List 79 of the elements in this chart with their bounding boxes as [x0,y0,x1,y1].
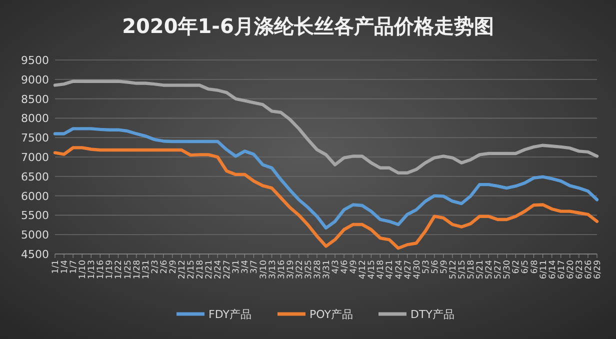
x-tick-label: 5/24 [484,260,495,280]
x-tick-label: 6/23 [574,260,585,280]
x-tick-label: 5/30 [502,260,513,280]
x-tick-label: 3/31 [322,260,332,280]
x-tick-label: 5/21 [476,260,486,280]
x-tick-label: 3/28 [312,260,323,280]
x-tick-label: 2/6 [159,260,170,274]
x-tick-label: 4/12 [358,260,368,280]
x-tick-label: 5/6 [430,260,440,274]
y-tick-label: 9000 [21,73,49,86]
y-tick-label: 7500 [21,132,49,145]
y-tick-label: 8500 [21,92,49,106]
x-tick-label: 6/17 [556,260,567,280]
x-tick-label: 2/9 [168,260,178,274]
legend-label: POY产品 [310,308,353,321]
y-tick-label: 5500 [21,209,49,222]
x-tick-label: 1/16 [96,260,106,280]
y-tick-label: 8000 [21,112,49,126]
x-tick-label: 3/22 [294,260,305,280]
x-tick-label: 6/8 [530,260,540,274]
x-tick-label: 4/15 [367,260,378,280]
y-tick-label: 6000 [21,190,49,203]
x-tick-label: 1/22 [114,260,124,280]
x-tick-label: 5/9 [439,260,450,274]
line-series [53,80,599,175]
x-tick-label: 2/15 [186,260,196,280]
x-tick-label: 2/18 [196,260,206,280]
x-tick-label: 6/29 [593,260,603,280]
x-tick-label: 5/18 [466,260,477,280]
line-series [53,127,599,230]
x-tick-label: 3/19 [286,260,296,280]
x-tick-label: 2/3 [150,260,160,274]
x-tick-label: 1/31 [141,260,152,280]
legend-label: DTY产品 [410,308,454,321]
legend-label: FDY产品 [208,308,252,321]
x-tick-label: 4/3 [331,260,342,274]
x-tick-label: 6/5 [520,260,531,274]
x-tick-label: 6/14 [548,260,558,280]
x-tick-label: 1/7 [69,260,80,274]
x-tick-label: 2/21 [204,260,215,280]
x-tick-label: 4/30 [412,260,422,280]
x-tick-label: 1/1 [51,260,61,274]
x-tick-label: 4/24 [394,260,404,280]
y-tick-label: 5000 [21,228,49,242]
y-tick-label: 4500 [21,248,49,261]
x-tick-label: 2/24 [214,260,224,280]
x-tick-label: 5/3 [421,260,432,274]
x-tick-label: 3/1 [232,260,242,274]
x-tick-label: 4/21 [385,260,396,280]
x-tick-label: 5/27 [494,260,504,280]
y-tick-label: 9500 [21,54,49,67]
x-tick-label: 1/25 [123,260,134,280]
line-series [53,146,599,250]
x-tick-label: 6/2 [512,260,522,274]
y-tick-label: 6500 [21,170,49,184]
x-tick-label: 4/9 [349,260,360,274]
x-tick-label: 4/18 [376,260,386,280]
x-tick-label: 3/4 [240,260,251,274]
x-tick-label: 3/16 [276,260,287,280]
chart-title: 2020年1-6月涤纶长丝各产品价格走势图 [122,14,494,38]
x-tick-label: 1/10 [78,260,88,280]
x-tick-label: 1/28 [132,260,142,280]
x-tick-label: 6/11 [538,260,549,280]
x-tick-label: 3/10 [258,260,269,280]
x-tick-label: 3/13 [268,260,278,280]
x-tick-label: 2/27 [222,260,233,280]
x-tick-label: 1/13 [87,260,98,280]
x-tick-label: 5/12 [448,260,458,280]
x-tick-label: 3/25 [304,260,314,280]
x-tick-label: 6/26 [584,260,594,280]
x-tick-label: 4/6 [340,260,350,274]
x-tick-label: 3/7 [250,260,260,274]
x-tick-label: 1/19 [105,260,116,280]
x-tick-label: 2/12 [177,260,188,280]
x-tick-label: 1/4 [60,260,70,274]
x-tick-label: 5/15 [458,260,468,280]
x-tick-label: 4/27 [403,260,414,280]
y-tick-label: 7000 [21,151,49,164]
x-tick-label: 6/20 [566,260,576,280]
